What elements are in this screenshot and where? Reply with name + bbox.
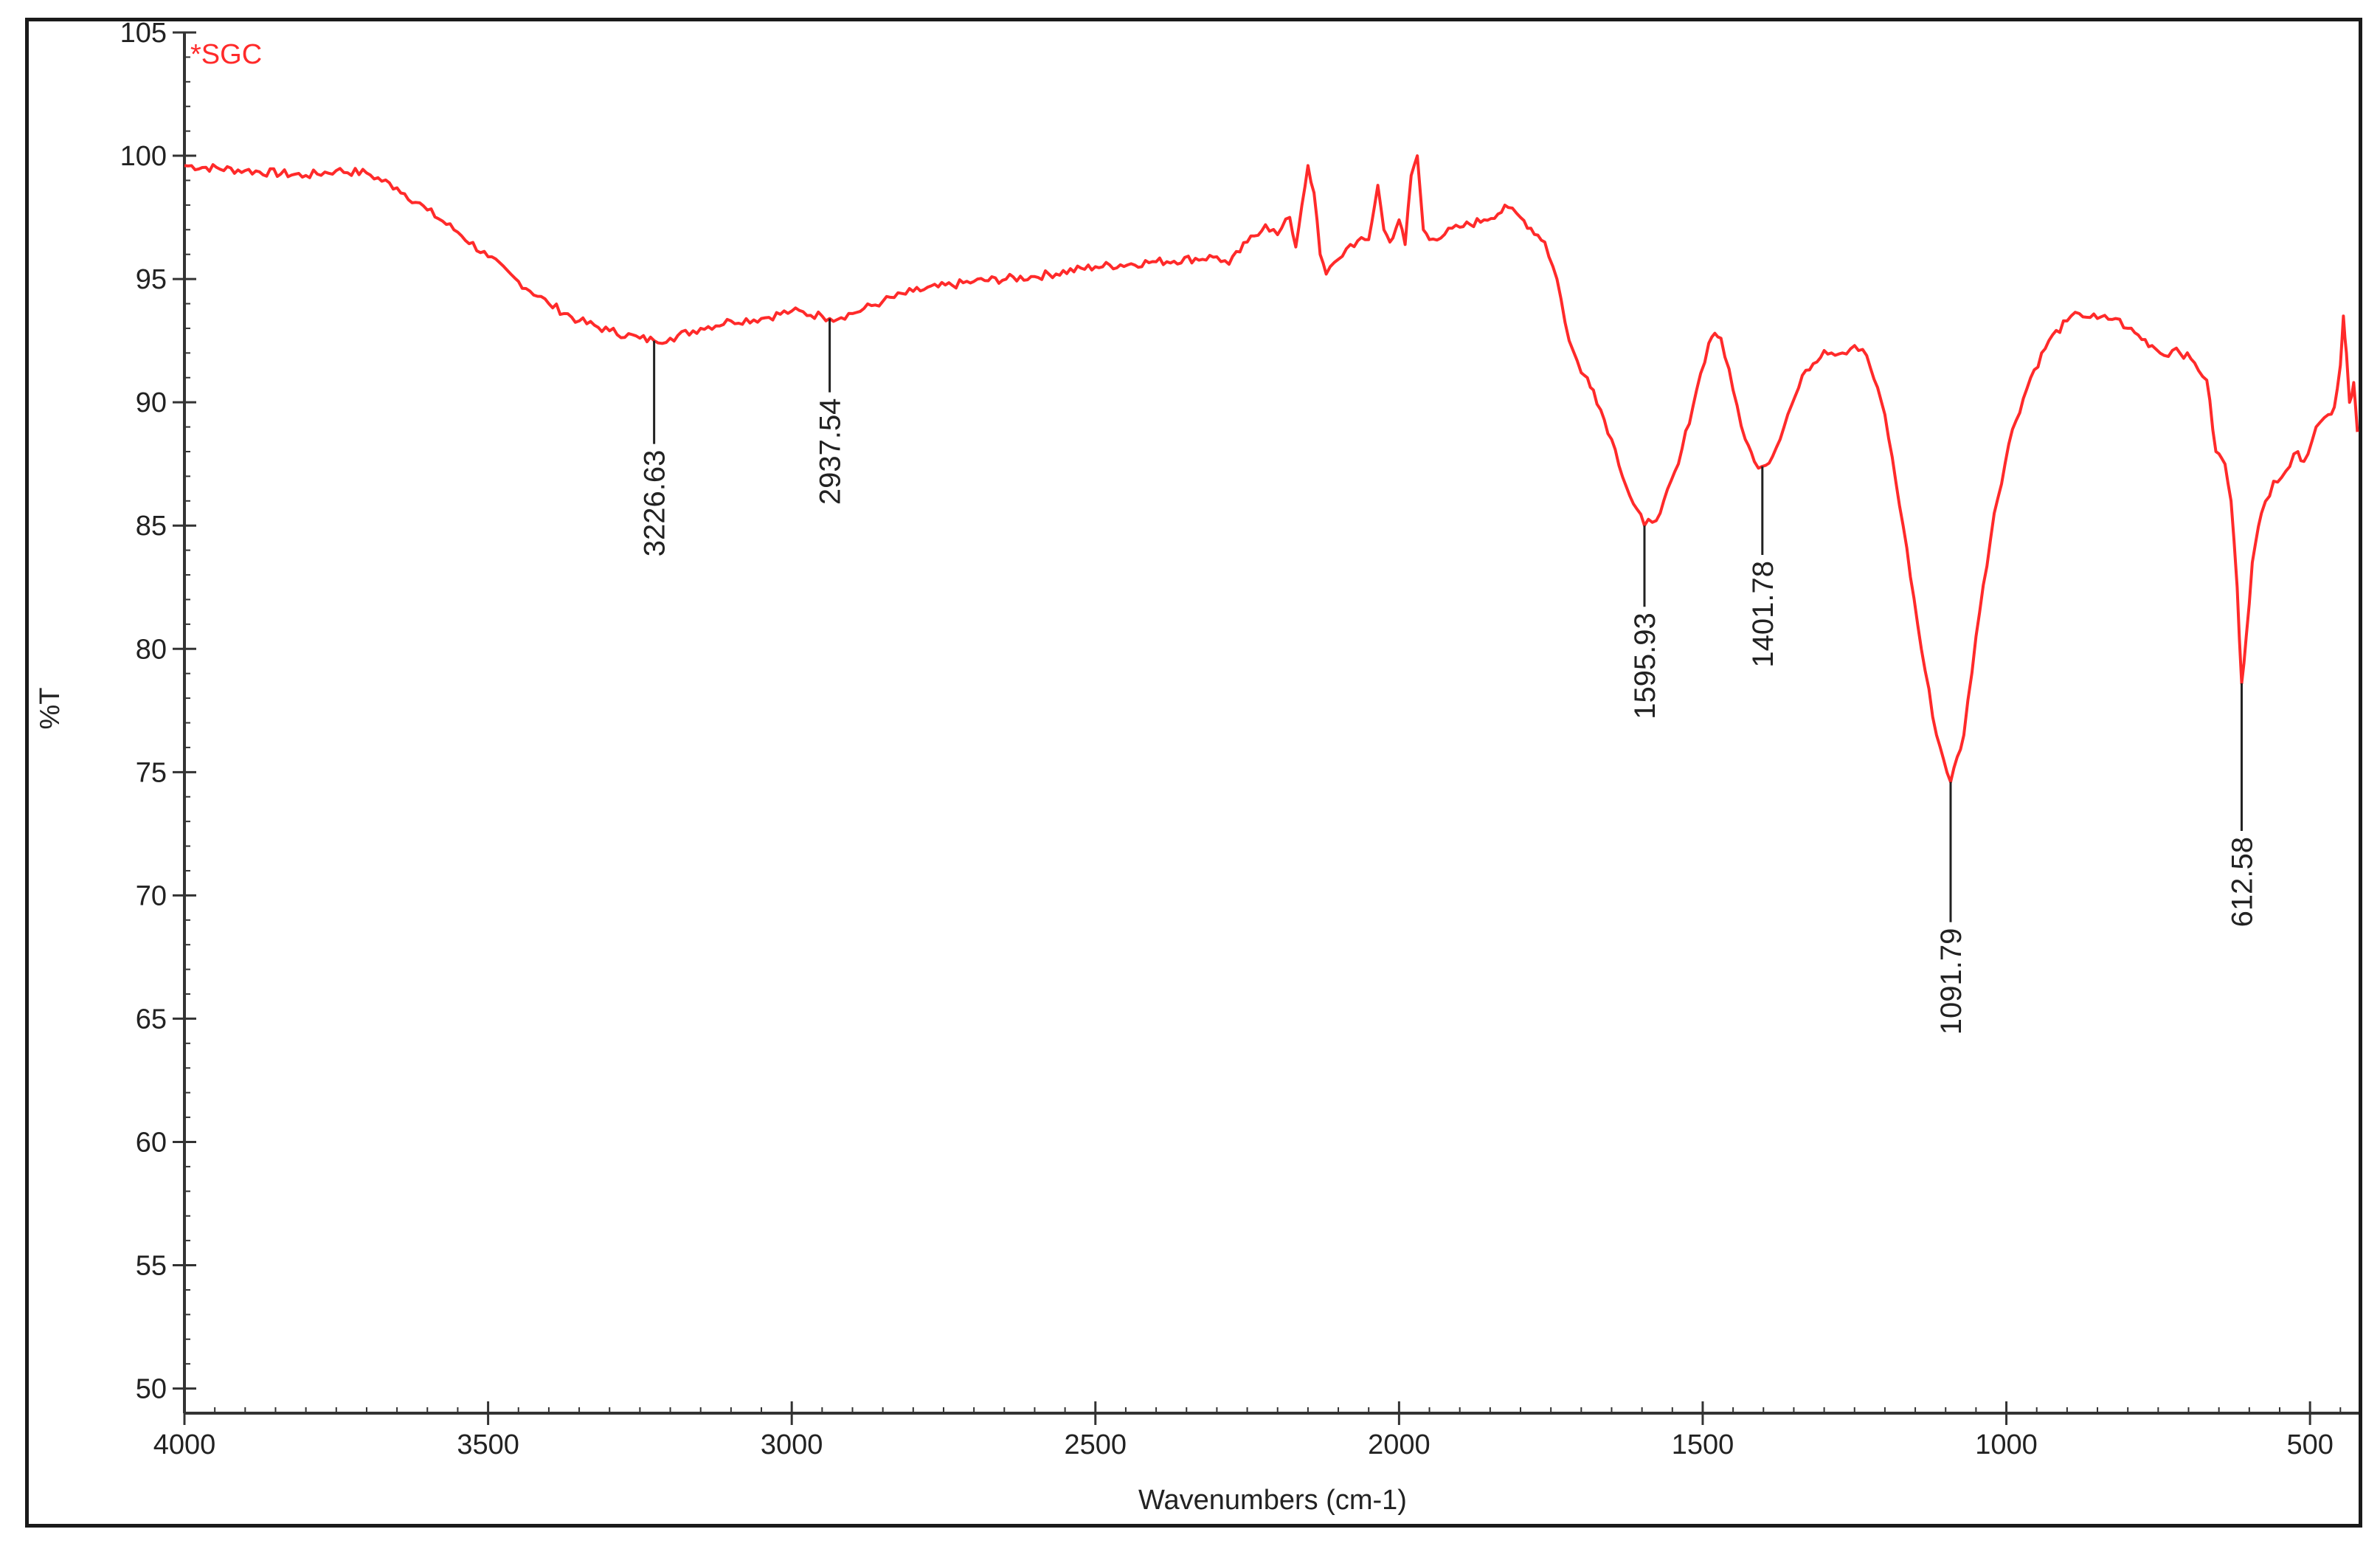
y-tick-label: 85 <box>136 511 167 542</box>
y-tick-label: 95 <box>136 264 167 295</box>
x-axis-title: Wavenumbers (cm-1) <box>1138 1485 1407 1516</box>
y-tick-label: 55 <box>136 1251 167 1282</box>
y-tick-label: 50 <box>136 1374 167 1405</box>
y-tick-label: 65 <box>136 1004 167 1035</box>
peak-label: 2937.54 <box>814 398 847 505</box>
peak-label: 612.58 <box>2226 837 2258 927</box>
legend-group: *SGC <box>190 39 262 70</box>
x-tick-label: 2000 <box>1368 1429 1431 1460</box>
y-tick-label: 105 <box>120 18 167 49</box>
legend-entry: *SGC <box>190 39 262 70</box>
y-tick-label: 80 <box>136 634 167 665</box>
axes-group <box>183 32 2359 1415</box>
annotations-group: 3226.63 2937.54 1595.93 1401.78 1091.79 612.5… <box>639 318 2258 1035</box>
y-axis-title: %T <box>35 688 66 730</box>
x-tick-label: 500 <box>2286 1429 2333 1460</box>
peak-label: 1091.79 <box>1935 928 1968 1035</box>
spectrum-line-sgc <box>184 154 2359 784</box>
chart-frame <box>25 18 2362 1528</box>
peak-label: 3226.63 <box>639 450 671 557</box>
y-tick-label: 90 <box>136 387 167 418</box>
y-tick-label: 75 <box>136 757 167 788</box>
peak-label: 1595.93 <box>1629 612 1661 719</box>
x-tick-label: 1500 <box>1672 1429 1734 1460</box>
peak-label: 1401.78 <box>1747 561 1779 668</box>
x-tick-label: 3500 <box>457 1429 519 1460</box>
plot-area <box>184 154 2359 784</box>
y-tick-label: 100 <box>120 141 167 172</box>
y-tick-label: 70 <box>136 880 167 911</box>
y-tick-label: 60 <box>136 1127 167 1158</box>
x-tick-label: 3000 <box>761 1429 823 1460</box>
x-tick-label: 4000 <box>153 1429 216 1460</box>
x-tick-label: 1000 <box>1975 1429 2038 1460</box>
x-tick-label: 2500 <box>1065 1429 1127 1460</box>
ticks-group: 50 55 60 65 70 75 80 85 90 95 100 105 4000 3500 3000 25… <box>120 18 2342 1460</box>
